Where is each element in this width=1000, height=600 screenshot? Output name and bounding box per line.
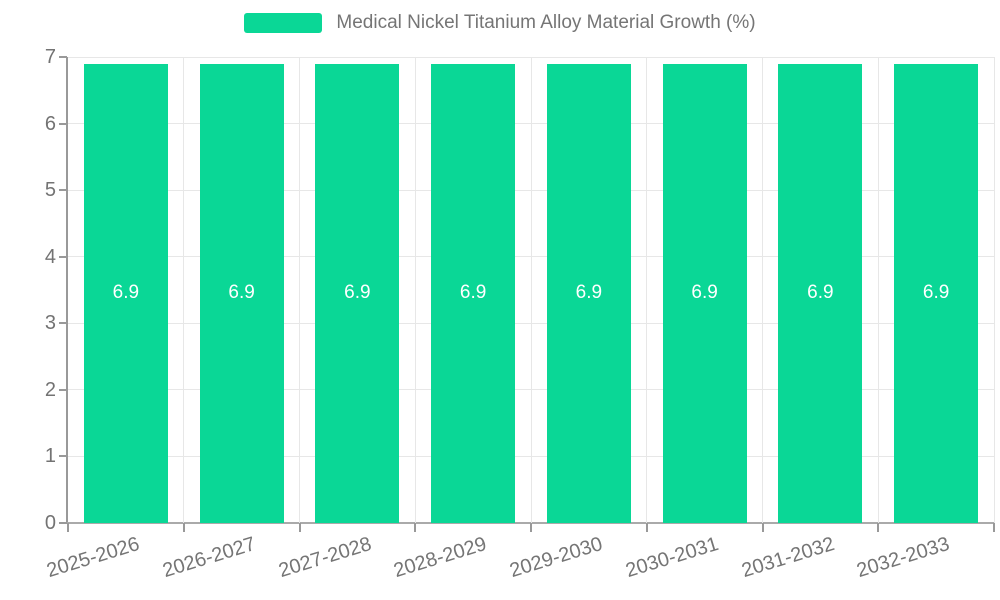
x-axis-tick [298,523,301,532]
x-axis-tick [414,523,417,532]
bar[interactable]: 6.9 [662,63,747,523]
y-axis-tick [59,56,67,58]
y-tick-label: 6 [44,112,56,135]
bar-value-label: 6.9 [575,282,603,304]
legend-swatch-icon [244,13,323,33]
x-axis-tick [530,523,532,532]
bar-value-label: 6.9 [344,282,371,304]
y-tick-label: 5 [44,179,56,202]
y-axis-line [66,57,68,523]
x-axis-tick [877,523,880,532]
bar-value-label: 6.9 [922,282,950,304]
x-category-label: 2027-2028 [275,533,374,583]
x-category-label: 2031-2032 [738,533,837,583]
y-tick-label: 3 [44,312,56,335]
x-category-label: 2029-2030 [507,533,606,583]
bar[interactable]: 6.9 [199,63,284,523]
y-axis-tick [59,522,67,524]
legend[interactable]: Medical Nickel Titanium Alloy Material G… [0,0,1000,46]
y-tick-label: 4 [44,245,56,268]
bar[interactable]: 6.9 [778,63,863,523]
plot-area: 6.9 6.9 6.9 6.9 6.9 6.9 6.9 6.9 [59,56,995,532]
x-category-label: 2025-2026 [44,533,143,583]
y-axis-tick [59,388,67,391]
x-grid-line [299,57,300,523]
y-axis-tick [59,255,67,258]
legend-label: Medical Nickel Titanium Alloy Material G… [336,12,756,33]
y-tick-label: 0 [44,512,56,534]
x-grid-line [414,57,416,523]
bar[interactable]: 6.9 [83,63,168,523]
x-grid-line [762,57,763,523]
x-axis-tick [761,523,764,532]
x-category-label: 2032-2033 [854,533,953,583]
x-grid-line [877,57,879,523]
x-axis-tick [993,523,995,532]
x-axis-tick [182,523,185,532]
bar[interactable]: 6.9 [431,63,516,523]
y-tick-label: 1 [44,445,56,468]
x-grid-line [530,57,532,523]
y-axis-tick [59,322,67,325]
bar[interactable]: 6.9 [894,63,979,523]
y-axis-tick [59,455,67,458]
y-axis-tick [59,189,67,192]
bar[interactable]: 6.9 [546,63,631,523]
x-category-label: 2028-2029 [391,533,490,583]
bar-value-label: 6.9 [112,282,140,304]
x-axis-tick [645,523,648,532]
x-axis-tick [67,523,69,532]
x-grid-line [993,57,995,523]
x-category-label: 2026-2027 [160,533,259,583]
x-grid-line [646,57,648,523]
y-tick-label: 2 [44,378,56,401]
bar-value-label: 6.9 [691,282,718,304]
y-axis-tick [59,122,67,125]
y-tick-label: 7 [44,46,56,68]
bar-value-label: 6.9 [228,282,255,304]
bar-value-label: 6.9 [807,282,834,304]
x-category-label: 2030-2031 [623,533,722,583]
bar[interactable]: 6.9 [315,63,400,523]
bar-value-label: 6.9 [459,282,487,304]
x-grid-line [183,57,185,523]
